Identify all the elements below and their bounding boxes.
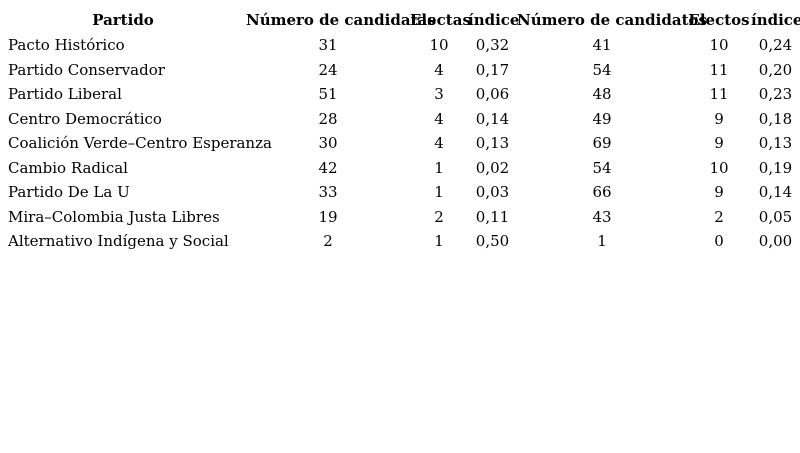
value-cell: 4 — [434, 109, 444, 128]
value-cell: 51 — [318, 85, 338, 103]
value-cell: 0,11 — [475, 207, 510, 226]
value-cell: 2 — [714, 207, 724, 226]
party-name-cell: Partido De La U — [8, 183, 130, 201]
value-cell: 31 — [318, 36, 338, 54]
value-cell: 10 — [709, 36, 729, 54]
party-name-cell: Mira–Colombia Justa Libres — [8, 207, 220, 226]
party-name-cell: Alternativo Indígena y Social — [8, 232, 229, 250]
table-row: Centro Democrático 28 4 0,14 49 9 0,18 — [0, 107, 800, 132]
table-row: Alternativo Indígena y Social 2 1 0,50 1 0 0,0… — [0, 229, 800, 254]
table-row: Cambio Radical 42 1 0,02 54 10 0,19 — [0, 156, 800, 181]
value-cell: 66 — [592, 183, 612, 201]
value-cell: 30 — [318, 134, 338, 152]
value-cell: 10 — [429, 36, 449, 54]
value-cell: 4 — [434, 60, 444, 79]
column-header-2: Electas — [410, 11, 471, 30]
column-header-3: índice — [468, 11, 520, 30]
value-cell: 54 — [592, 60, 612, 79]
table-header-row: Partido Número de candidatas Electas índice… — [0, 8, 800, 33]
value-cell: 0,17 — [475, 60, 510, 79]
value-cell: 1 — [434, 232, 444, 250]
table-row: Partido Liberal 51 3 0,06 48 11 0,23 — [0, 82, 800, 107]
value-cell: 0,50 — [475, 232, 510, 250]
value-cell: 69 — [592, 134, 612, 152]
value-cell: 0,03 — [475, 183, 510, 201]
value-cell: 9 — [714, 134, 724, 152]
value-cell: 33 — [318, 183, 338, 201]
party-candidates-table: Partido Número de candidatas Electas índice… — [0, 8, 800, 254]
party-name-cell: Partido Conservador — [8, 60, 165, 79]
value-cell: 0 — [714, 232, 724, 250]
value-cell: 24 — [318, 60, 338, 79]
value-cell: 0,13 — [758, 134, 793, 152]
value-cell: 9 — [714, 109, 724, 128]
value-cell: 0,02 — [475, 158, 510, 177]
table-row: Mira–Colombia Justa Libres 19 2 0,11 43 2 0,05 — [0, 205, 800, 230]
value-cell: 54 — [592, 158, 612, 177]
value-cell: 3 — [434, 85, 444, 103]
party-name-cell: Centro Democrático — [8, 109, 162, 128]
value-cell: 11 — [709, 85, 729, 103]
value-cell: 1 — [434, 158, 444, 177]
table-row: Partido De La U 33 1 0,03 66 9 0,14 — [0, 180, 800, 205]
column-header-4: Número de candidatos — [517, 11, 707, 30]
value-cell: 0,24 — [758, 36, 793, 54]
value-cell: 2 — [434, 207, 444, 226]
value-cell: 0,23 — [758, 85, 793, 103]
value-cell: 0,05 — [758, 207, 793, 226]
value-cell: 0,13 — [475, 134, 510, 152]
table-row: Pacto Histórico 31 10 0,32 41 10 0,24 — [0, 33, 800, 58]
table-row: Coalición Verde–Centro Esperanza 30 4 0,13 6… — [0, 131, 800, 156]
value-cell: 0,14 — [475, 109, 510, 128]
value-cell: 0,00 — [758, 232, 793, 250]
value-cell: 0,18 — [758, 109, 793, 128]
value-cell: 19 — [318, 207, 338, 226]
party-name-cell: Partido Liberal — [8, 85, 122, 103]
value-cell: 28 — [318, 109, 338, 128]
value-cell: 0,20 — [758, 60, 793, 79]
value-cell: 49 — [592, 109, 612, 128]
value-cell: 48 — [592, 85, 612, 103]
column-header-0: Partido — [92, 11, 154, 30]
value-cell: 0,32 — [475, 36, 510, 54]
value-cell: 4 — [434, 134, 444, 152]
party-name-cell: Coalición Verde–Centro Esperanza — [8, 134, 272, 152]
value-cell: 43 — [592, 207, 612, 226]
table-body: Pacto Histórico 31 10 0,32 41 10 0,24 Partido C… — [0, 33, 800, 254]
value-cell: 11 — [709, 60, 729, 79]
value-cell: 9 — [714, 183, 724, 201]
value-cell: 2 — [323, 232, 333, 250]
value-cell: 0,19 — [758, 158, 793, 177]
value-cell: 1 — [434, 183, 444, 201]
party-name-cell: Pacto Histórico — [8, 36, 125, 54]
value-cell: 0,14 — [758, 183, 793, 201]
party-name-cell: Cambio Radical — [8, 158, 128, 177]
column-header-1: Número de candidatas — [246, 11, 436, 30]
value-cell: 1 — [597, 232, 607, 250]
value-cell: 0,06 — [475, 85, 510, 103]
value-cell: 10 — [709, 158, 729, 177]
table-row: Partido Conservador 24 4 0,17 54 11 0,20 — [0, 58, 800, 83]
value-cell: 41 — [592, 36, 612, 54]
column-header-5: Electos — [688, 11, 750, 30]
column-header-6: índice — [751, 11, 800, 30]
value-cell: 42 — [318, 158, 338, 177]
